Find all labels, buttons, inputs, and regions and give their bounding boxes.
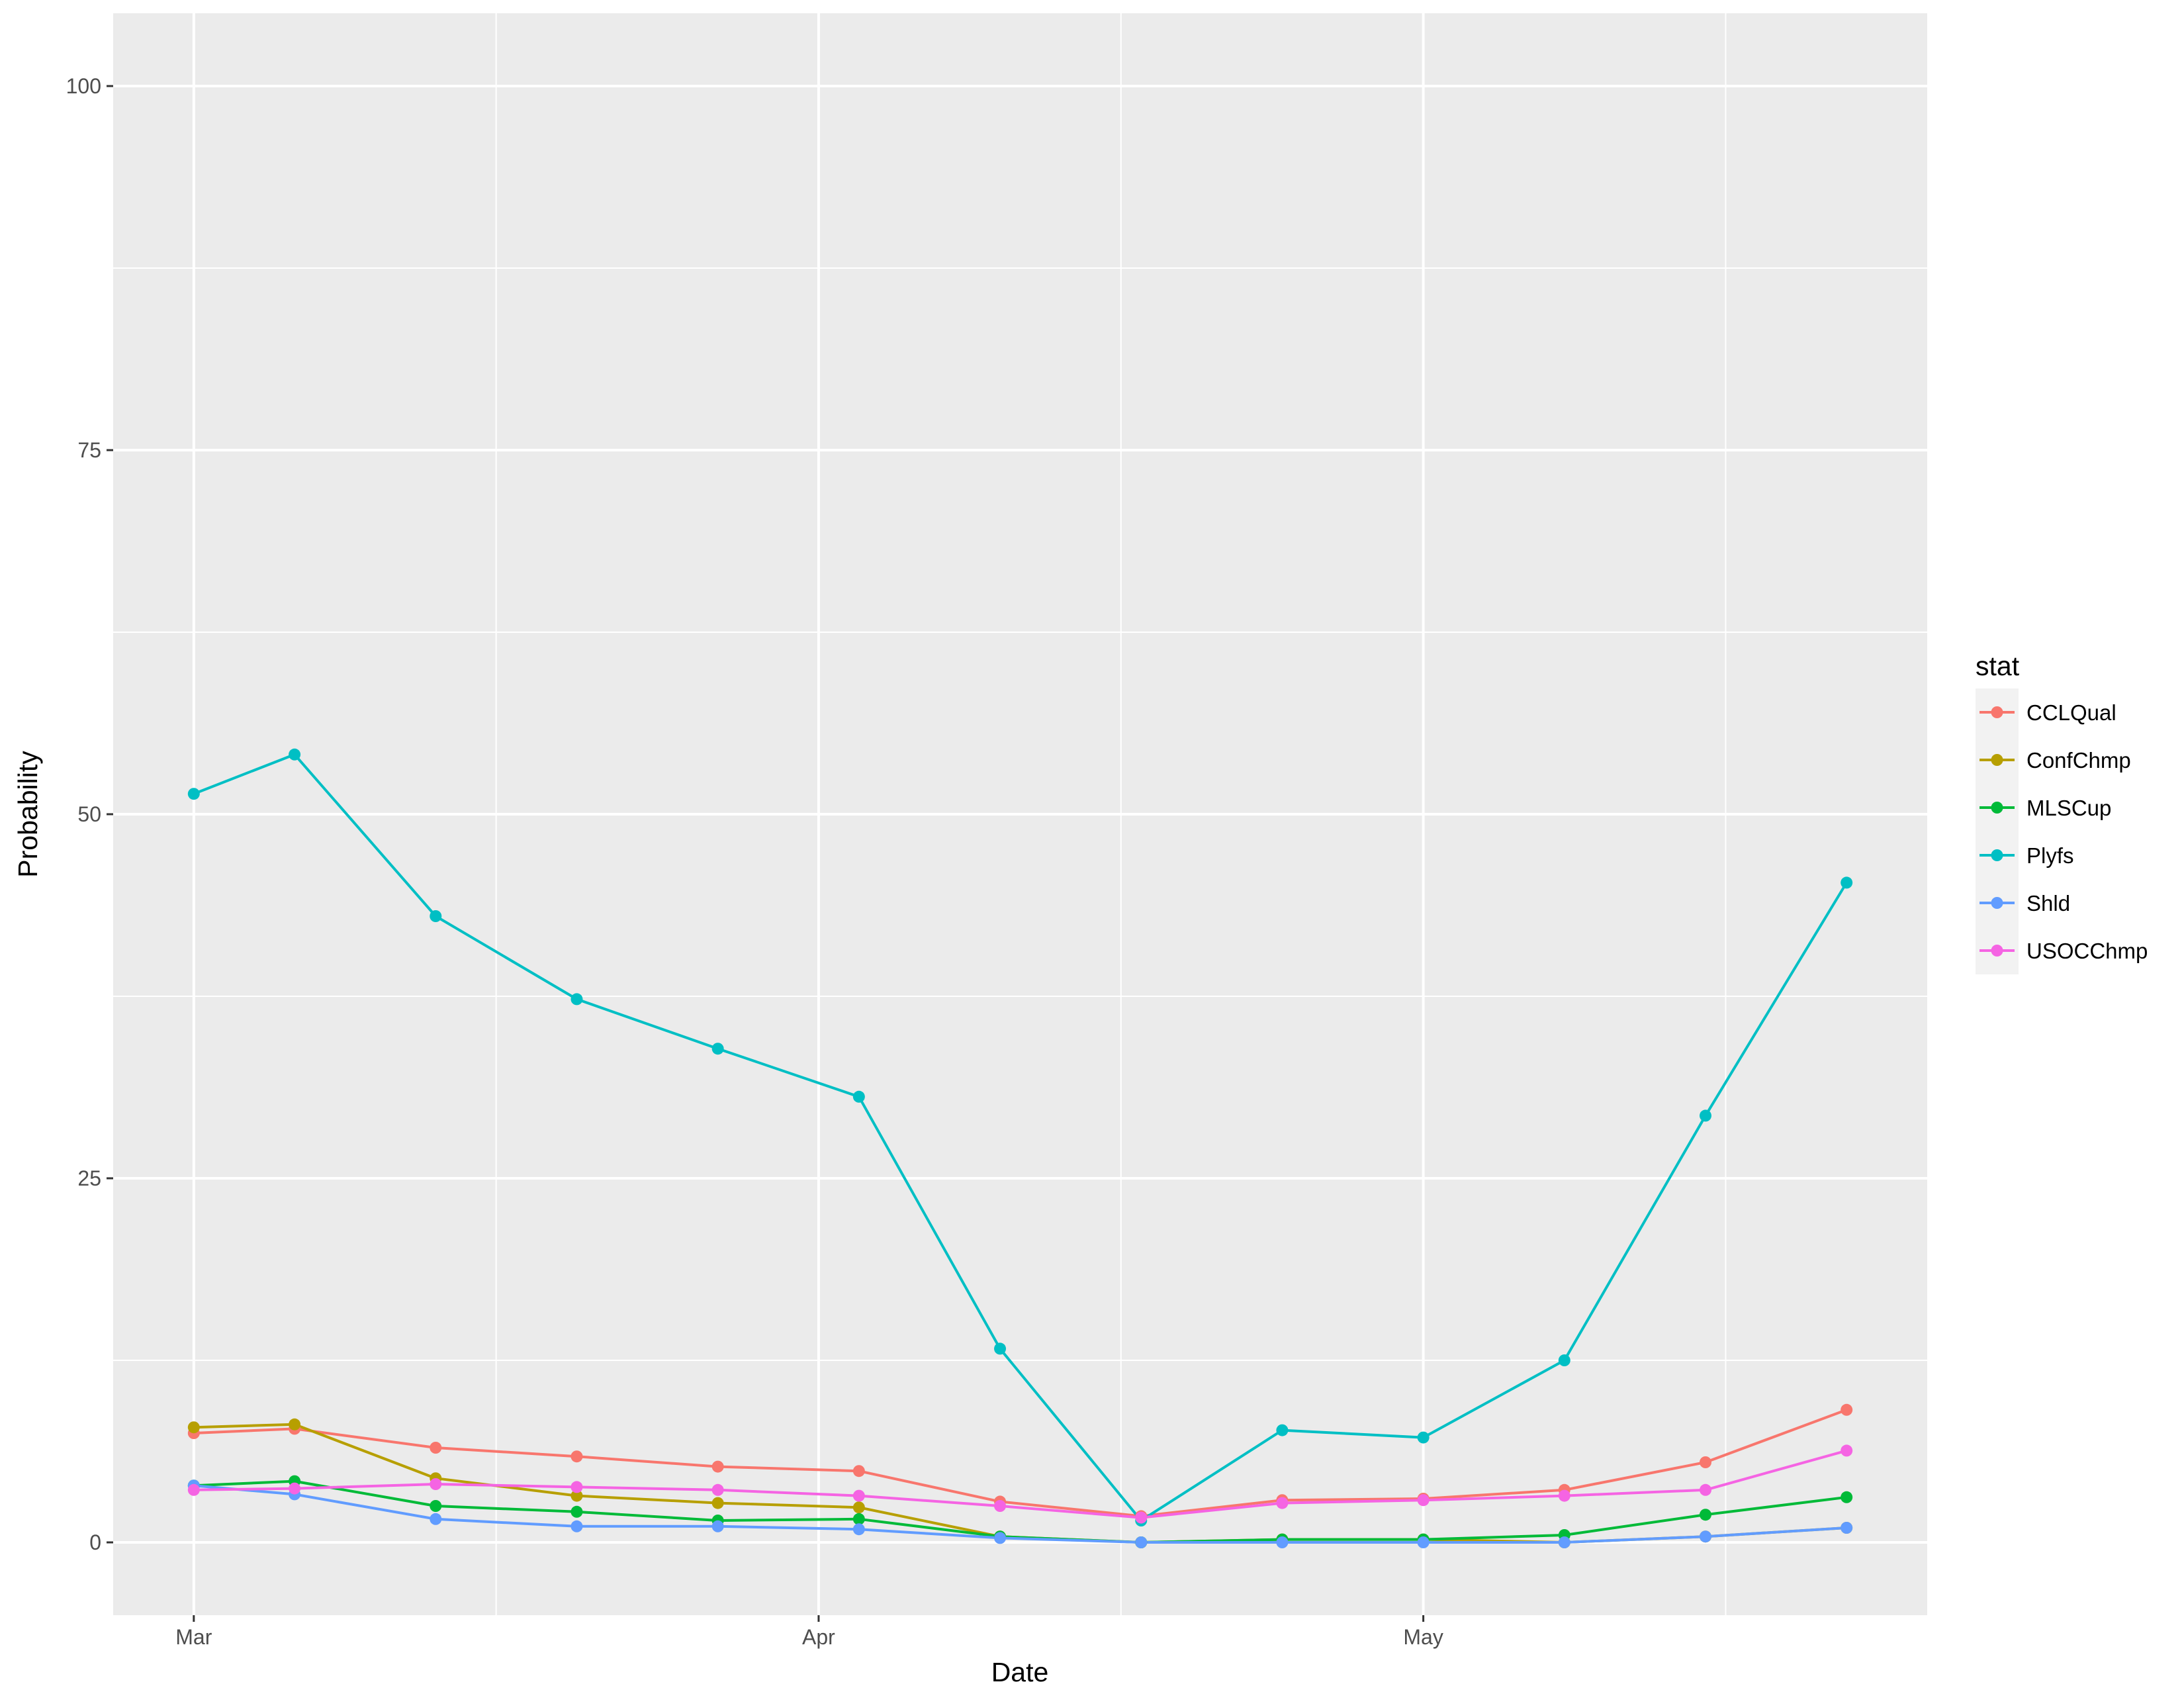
legend-key-point bbox=[1991, 706, 2003, 718]
data-point-plyfs bbox=[1699, 1109, 1711, 1122]
data-point-mlscup bbox=[1699, 1509, 1711, 1521]
data-point-shld bbox=[711, 1520, 724, 1532]
data-point-usocchmp bbox=[289, 1482, 301, 1495]
data-point-shld bbox=[570, 1520, 583, 1532]
data-point-plyfs bbox=[1276, 1424, 1289, 1436]
legend: stat CCLQual ConfChmp MLSCup Plyfs Shld USOCC… bbox=[1976, 651, 2148, 974]
data-point-usocchmp bbox=[1135, 1511, 1148, 1524]
data-point-usocchmp bbox=[852, 1489, 865, 1502]
data-point-plyfs bbox=[852, 1090, 865, 1103]
legend-key-point bbox=[1991, 897, 2003, 909]
legend-label: Shld bbox=[2026, 891, 2070, 915]
x-axis-title: Date bbox=[991, 1657, 1049, 1687]
data-point-cclqual bbox=[1699, 1456, 1711, 1468]
data-point-mlscup bbox=[1841, 1491, 1853, 1503]
data-point-usocchmp bbox=[1417, 1494, 1430, 1507]
data-point-cclqual bbox=[430, 1442, 442, 1454]
legend-title: stat bbox=[1976, 651, 2020, 681]
legend-label: ConfChmp bbox=[2026, 748, 2131, 773]
legend-label: Plyfs bbox=[2026, 843, 2074, 868]
data-point-usocchmp bbox=[711, 1483, 724, 1496]
legend-key-point bbox=[1991, 754, 2003, 766]
x-axis: Mar Apr May bbox=[175, 1615, 1443, 1649]
series-points bbox=[187, 748, 1853, 1548]
legend-item-mlscup: MLSCup bbox=[1976, 784, 2111, 831]
data-point-shld bbox=[430, 1513, 442, 1525]
x-tick-label: Mar bbox=[175, 1625, 212, 1649]
data-point-shld bbox=[1135, 1536, 1148, 1548]
data-point-shld bbox=[1699, 1530, 1711, 1543]
data-point-usocchmp bbox=[430, 1478, 442, 1490]
data-point-cclqual bbox=[711, 1460, 724, 1473]
x-tick-label: May bbox=[1403, 1625, 1443, 1649]
data-point-shld bbox=[852, 1523, 865, 1536]
data-point-confchmp bbox=[570, 1489, 583, 1502]
legend-key-point bbox=[1991, 802, 2003, 814]
y-axis-title: Probability bbox=[13, 751, 43, 878]
legend-key-point bbox=[1991, 945, 2003, 957]
data-point-usocchmp bbox=[1699, 1483, 1711, 1496]
data-point-shld bbox=[1558, 1536, 1570, 1548]
data-point-plyfs bbox=[994, 1342, 1007, 1355]
data-point-plyfs bbox=[289, 748, 301, 761]
x-tick-label: Apr bbox=[802, 1625, 835, 1649]
y-tick-label: 100 bbox=[66, 74, 101, 98]
data-point-plyfs bbox=[430, 910, 442, 922]
data-point-plyfs bbox=[1841, 876, 1853, 889]
y-tick-label: 50 bbox=[77, 802, 101, 826]
data-point-usocchmp bbox=[994, 1500, 1007, 1512]
legend-item-plyfs: Plyfs bbox=[1976, 831, 2074, 879]
legend-label: MLSCup bbox=[2026, 796, 2111, 820]
data-point-usocchmp bbox=[1841, 1444, 1853, 1457]
legend-item-cclqual: CCLQual bbox=[1976, 688, 2116, 736]
grid-major bbox=[113, 13, 1927, 1615]
data-point-confchmp bbox=[187, 1421, 200, 1434]
y-tick-label: 75 bbox=[77, 438, 101, 462]
legend-label: CCLQual bbox=[2026, 700, 2116, 725]
data-point-usocchmp bbox=[1276, 1497, 1289, 1509]
y-tick-label: 25 bbox=[77, 1166, 101, 1190]
legend-item-usocchmp: USOCChmp bbox=[1976, 927, 2148, 974]
data-point-usocchmp bbox=[187, 1483, 200, 1496]
legend-item-shld: Shld bbox=[1976, 879, 2070, 927]
data-point-cclqual bbox=[1841, 1403, 1853, 1416]
data-point-shld bbox=[1841, 1522, 1853, 1534]
data-point-plyfs bbox=[711, 1043, 724, 1055]
legend-key-point bbox=[1991, 849, 2003, 861]
data-point-cclqual bbox=[570, 1450, 583, 1463]
data-point-plyfs bbox=[1558, 1354, 1570, 1366]
y-axis: 0 25 50 75 100 bbox=[66, 74, 113, 1554]
data-point-plyfs bbox=[1417, 1431, 1430, 1444]
data-point-usocchmp bbox=[1558, 1489, 1570, 1502]
data-point-usocchmp bbox=[570, 1481, 583, 1493]
data-point-plyfs bbox=[187, 788, 200, 800]
data-point-shld bbox=[1276, 1536, 1289, 1548]
data-point-shld bbox=[994, 1532, 1007, 1544]
data-point-mlscup bbox=[570, 1505, 583, 1518]
data-point-confchmp bbox=[711, 1497, 724, 1509]
y-tick-label: 0 bbox=[89, 1530, 101, 1554]
legend-item-confchmp: ConfChmp bbox=[1976, 736, 2131, 784]
legend-entries: CCLQual ConfChmp MLSCup Plyfs Shld USOCChmp bbox=[1976, 688, 2148, 974]
data-point-mlscup bbox=[852, 1513, 865, 1525]
data-point-cclqual bbox=[852, 1465, 865, 1477]
data-point-plyfs bbox=[570, 993, 583, 1006]
data-point-mlscup bbox=[430, 1500, 442, 1512]
data-point-confchmp bbox=[852, 1501, 865, 1514]
data-point-shld bbox=[1417, 1536, 1430, 1548]
data-point-confchmp bbox=[289, 1418, 301, 1430]
legend-label: USOCChmp bbox=[2026, 939, 2148, 963]
